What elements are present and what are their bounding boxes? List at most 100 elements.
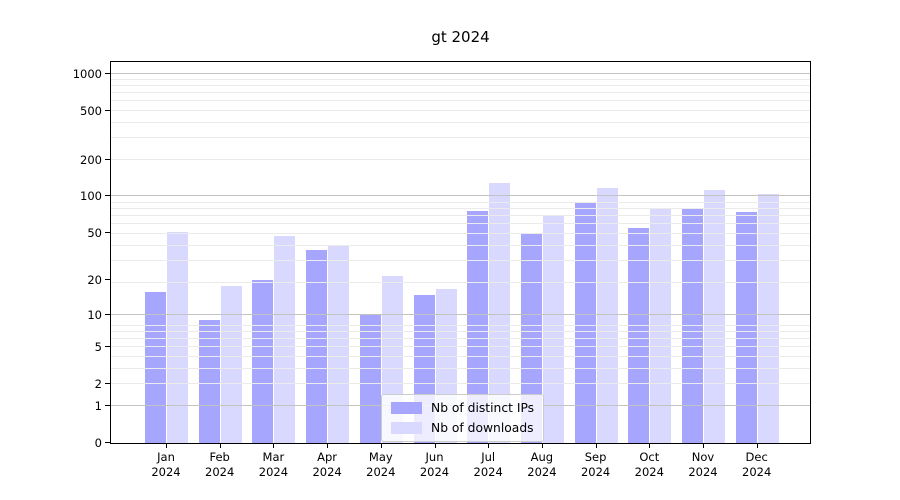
y-tick-mark: [105, 195, 110, 197]
x-tick-mark: [219, 444, 221, 448]
bar-distinct-ips: [574, 202, 596, 443]
y-tick-label: 0: [94, 436, 102, 450]
x-tick-label: Dec 2024: [742, 450, 772, 479]
bar-downloads: [704, 189, 725, 443]
y-tick-label: 2: [94, 377, 102, 392]
bar-downloads: [220, 285, 242, 443]
gridline-minor: [111, 110, 810, 111]
x-tick-label: Sep 2024: [580, 450, 611, 479]
y-tick-label: 50: [87, 225, 102, 240]
plot-area: Nb of distinct IPs Nb of downloads: [105, 61, 811, 444]
gridline-minor: [111, 281, 810, 283]
bar-distinct-ips: [628, 227, 650, 443]
gridline-minor: [111, 92, 810, 94]
gridline-minor: [111, 207, 810, 209]
x-tick-label: Jul 2024: [473, 450, 503, 479]
gridline-minor: [111, 367, 810, 369]
x-tick-mark: [703, 444, 704, 448]
y-tick-mark: [105, 383, 110, 385]
x-tick-mark: [166, 444, 167, 448]
x-tick-label: Apr 2024: [312, 450, 342, 479]
gridline-minor: [111, 383, 810, 385]
bar-downloads: [489, 183, 511, 443]
gridline-minor: [111, 78, 810, 80]
x-tick-mark: [434, 444, 436, 448]
x-tick-mark: [595, 444, 597, 448]
gridline-minor: [111, 201, 810, 203]
gridline-minor: [111, 121, 810, 123]
y-tick-mark: [105, 72, 110, 74]
legend-swatch-distinct-ips-icon: [391, 402, 422, 414]
gridline-minor: [111, 84, 810, 86]
gridline-minor: [111, 244, 810, 246]
gridline-minor: [111, 346, 810, 348]
gridline-minor: [111, 324, 810, 326]
gridline-minor: [111, 260, 810, 262]
y-tick-label: 1000: [72, 66, 102, 81]
bar-downloads: [757, 194, 779, 443]
gridline-minor: [111, 233, 810, 235]
y-tick-mark: [105, 346, 110, 348]
y-tick-mark: [105, 109, 110, 111]
gridline-major: [111, 313, 810, 315]
bar-distinct-ips: [735, 212, 757, 443]
y-tick-label: 500: [80, 103, 102, 118]
gridline-major: [111, 72, 810, 74]
x-tick-label: Jan 2024: [151, 450, 181, 479]
x-tick-label: Nov 2024: [688, 450, 718, 479]
bar-downloads: [274, 236, 296, 443]
y-tick-mark: [105, 313, 110, 315]
bar-downloads: [596, 187, 618, 443]
x-tick-mark: [541, 444, 543, 448]
y-tick-mark: [105, 442, 110, 443]
x-tick-mark: [756, 444, 758, 448]
bar-distinct-ips: [359, 314, 381, 443]
y-axis: 0 1 2 5 10 20 50 100 200 500 1000: [0, 61, 102, 450]
x-tick-mark: [380, 444, 382, 448]
x-tick-label: Oct 2024: [634, 450, 664, 479]
bar-downloads: [167, 231, 188, 443]
bar-distinct-ips: [520, 232, 542, 443]
gridline-major: [111, 195, 810, 197]
y-tick-label: 10: [87, 307, 102, 322]
bar-distinct-ips: [198, 320, 220, 443]
x-tick-mark: [327, 444, 329, 448]
legend-swatch-downloads-icon: [391, 422, 422, 434]
x-tick-mark: [649, 444, 651, 448]
y-tick-label: 20: [87, 273, 102, 288]
y-tick-label: 100: [80, 189, 102, 204]
gridline-minor: [111, 215, 810, 217]
chart-title: gt 2024: [431, 28, 490, 46]
x-tick-label: May 2024: [366, 450, 396, 479]
y-tick-mark: [105, 231, 110, 233]
x-tick-mark: [273, 444, 275, 448]
gridline-minor: [111, 338, 810, 340]
x-tick-label: Jun 2024: [419, 450, 450, 479]
x-tick-mark: [488, 444, 490, 448]
y-tick-mark: [105, 279, 110, 281]
bar-downloads: [542, 215, 564, 443]
x-tick-label: Feb 2024: [205, 450, 235, 479]
gridline-minor: [111, 100, 810, 102]
y-tick-label: 1: [94, 398, 102, 413]
legend-item-distinct-ips: Nb of distinct IPs: [391, 401, 534, 415]
y-tick-label: 5: [94, 340, 102, 355]
gridline-minor: [111, 223, 810, 225]
y-tick-mark: [105, 404, 110, 406]
gridline-minor: [111, 137, 810, 139]
legend-label-distinct-ips: Nb of distinct IPs: [431, 401, 535, 415]
y-tick-label: 200: [80, 152, 102, 167]
bar-distinct-ips: [252, 280, 274, 443]
gridline-minor: [111, 158, 810, 160]
gridline-minor: [111, 330, 810, 332]
x-tick-label: Mar 2024: [258, 450, 289, 479]
x-tick-label: Aug 2024: [527, 450, 557, 479]
bar-distinct-ips: [467, 210, 489, 443]
legend-label-downloads: Nb of downloads: [431, 421, 534, 435]
y-tick-mark: [105, 158, 110, 160]
legend-item-downloads: Nb of downloads: [391, 421, 534, 435]
bar-downloads: [328, 244, 350, 443]
legend: Nb of distinct IPs Nb of downloads: [381, 394, 545, 442]
gridline-minor: [111, 356, 810, 358]
